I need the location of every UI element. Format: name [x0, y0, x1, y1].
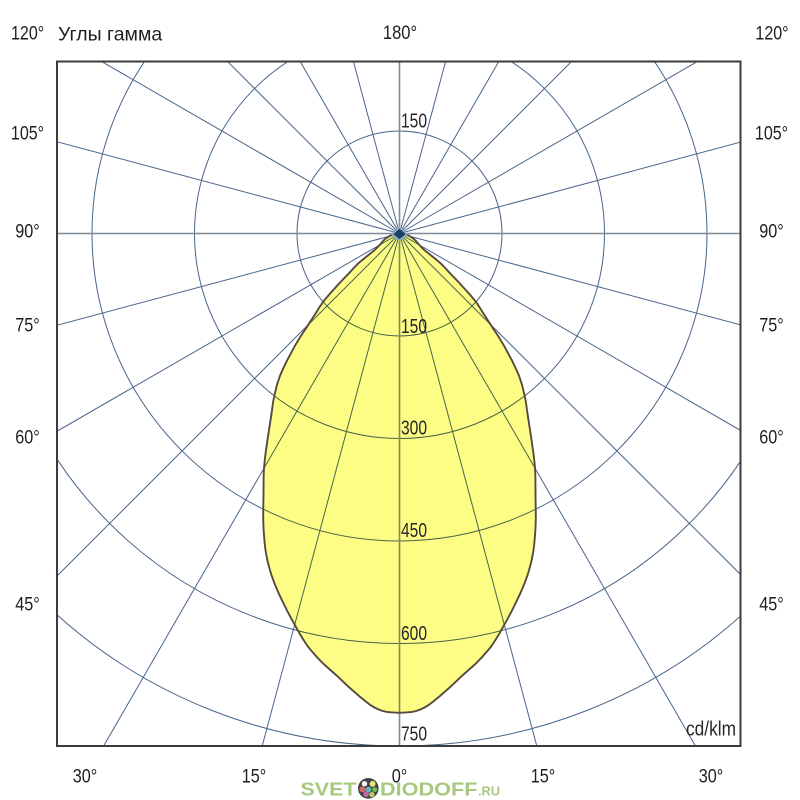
svg-text:750: 750: [401, 724, 427, 746]
svg-text:600: 600: [401, 623, 427, 645]
svg-text:120°: 120°: [11, 24, 44, 45]
svg-text:Углы гамма: Углы гамма: [58, 24, 162, 46]
svg-text:SVET: SVET: [301, 779, 358, 800]
svg-text:15°: 15°: [242, 767, 267, 788]
svg-text:150: 150: [401, 111, 427, 133]
svg-text:300: 300: [401, 418, 427, 440]
svg-text:120°: 120°: [755, 24, 788, 45]
svg-text:90°: 90°: [759, 221, 784, 242]
svg-text:90°: 90°: [15, 221, 40, 242]
svg-text:75°: 75°: [15, 316, 40, 337]
svg-text:.RU: .RU: [478, 785, 500, 799]
svg-text:15°: 15°: [531, 767, 556, 788]
svg-text:DIODOFF: DIODOFF: [380, 779, 478, 800]
svg-text:450: 450: [401, 520, 427, 542]
svg-text:150: 150: [401, 316, 427, 338]
svg-text:45°: 45°: [15, 595, 40, 616]
svg-text:30°: 30°: [699, 767, 724, 788]
svg-text:105°: 105°: [755, 123, 788, 144]
svg-text:60°: 60°: [15, 428, 40, 449]
svg-text:45°: 45°: [759, 595, 784, 616]
svg-text:0°: 0°: [392, 767, 408, 788]
svg-text:60°: 60°: [759, 428, 784, 449]
svg-text:180°: 180°: [383, 23, 417, 44]
svg-text:75°: 75°: [759, 316, 784, 337]
svg-text:105°: 105°: [11, 123, 44, 144]
svg-text:30°: 30°: [73, 767, 98, 788]
svg-text:cd/klm: cd/klm: [686, 719, 736, 741]
